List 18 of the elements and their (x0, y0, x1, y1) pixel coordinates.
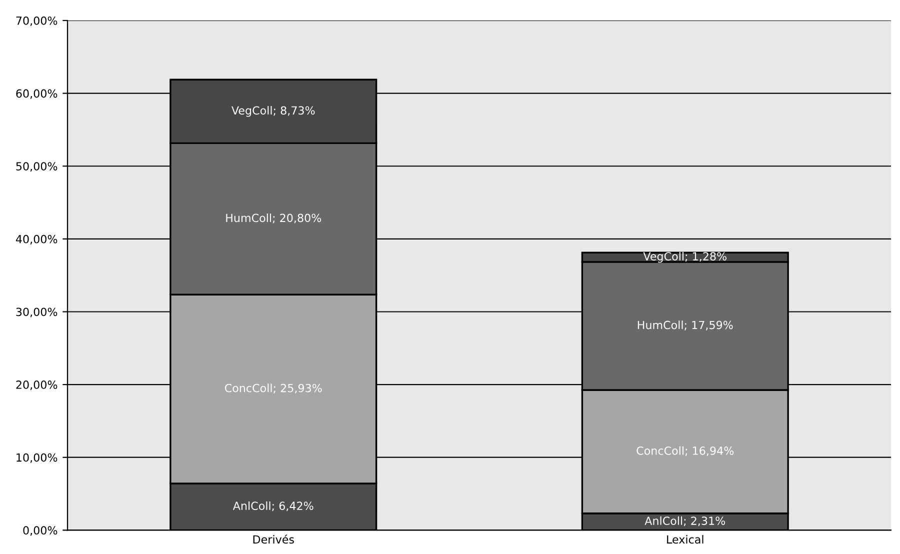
data-label: HumColl; 17,59% (638, 320, 733, 330)
y-tick-label: 50,00% (16, 162, 58, 172)
y-tick-label: 30,00% (16, 308, 58, 318)
data-label: VegColl; 8,73% (231, 106, 315, 117)
data-label: HumColl; 20,80% (226, 214, 322, 224)
y-tick-label: 10,00% (16, 453, 58, 463)
y-tick-label: 40,00% (16, 234, 58, 244)
data-label: AnlColl; 6,42% (232, 501, 314, 512)
data-label: ConcColl; 16,94% (636, 446, 734, 456)
y-tick-label: 0,00% (23, 526, 58, 536)
data-label: AnlColl; 2,31% (644, 516, 726, 526)
x-tick-label: Derivés (253, 534, 294, 544)
y-tick-label: 20,00% (16, 380, 58, 390)
y-tick-label: 60,00% (16, 89, 58, 99)
x-tick-label: Lexical (667, 535, 704, 544)
data-label: VegColl; 1,28% (643, 252, 726, 263)
y-tick-label: 70,00% (16, 16, 58, 26)
data-label: ConcColl; 25,93% (224, 384, 322, 394)
